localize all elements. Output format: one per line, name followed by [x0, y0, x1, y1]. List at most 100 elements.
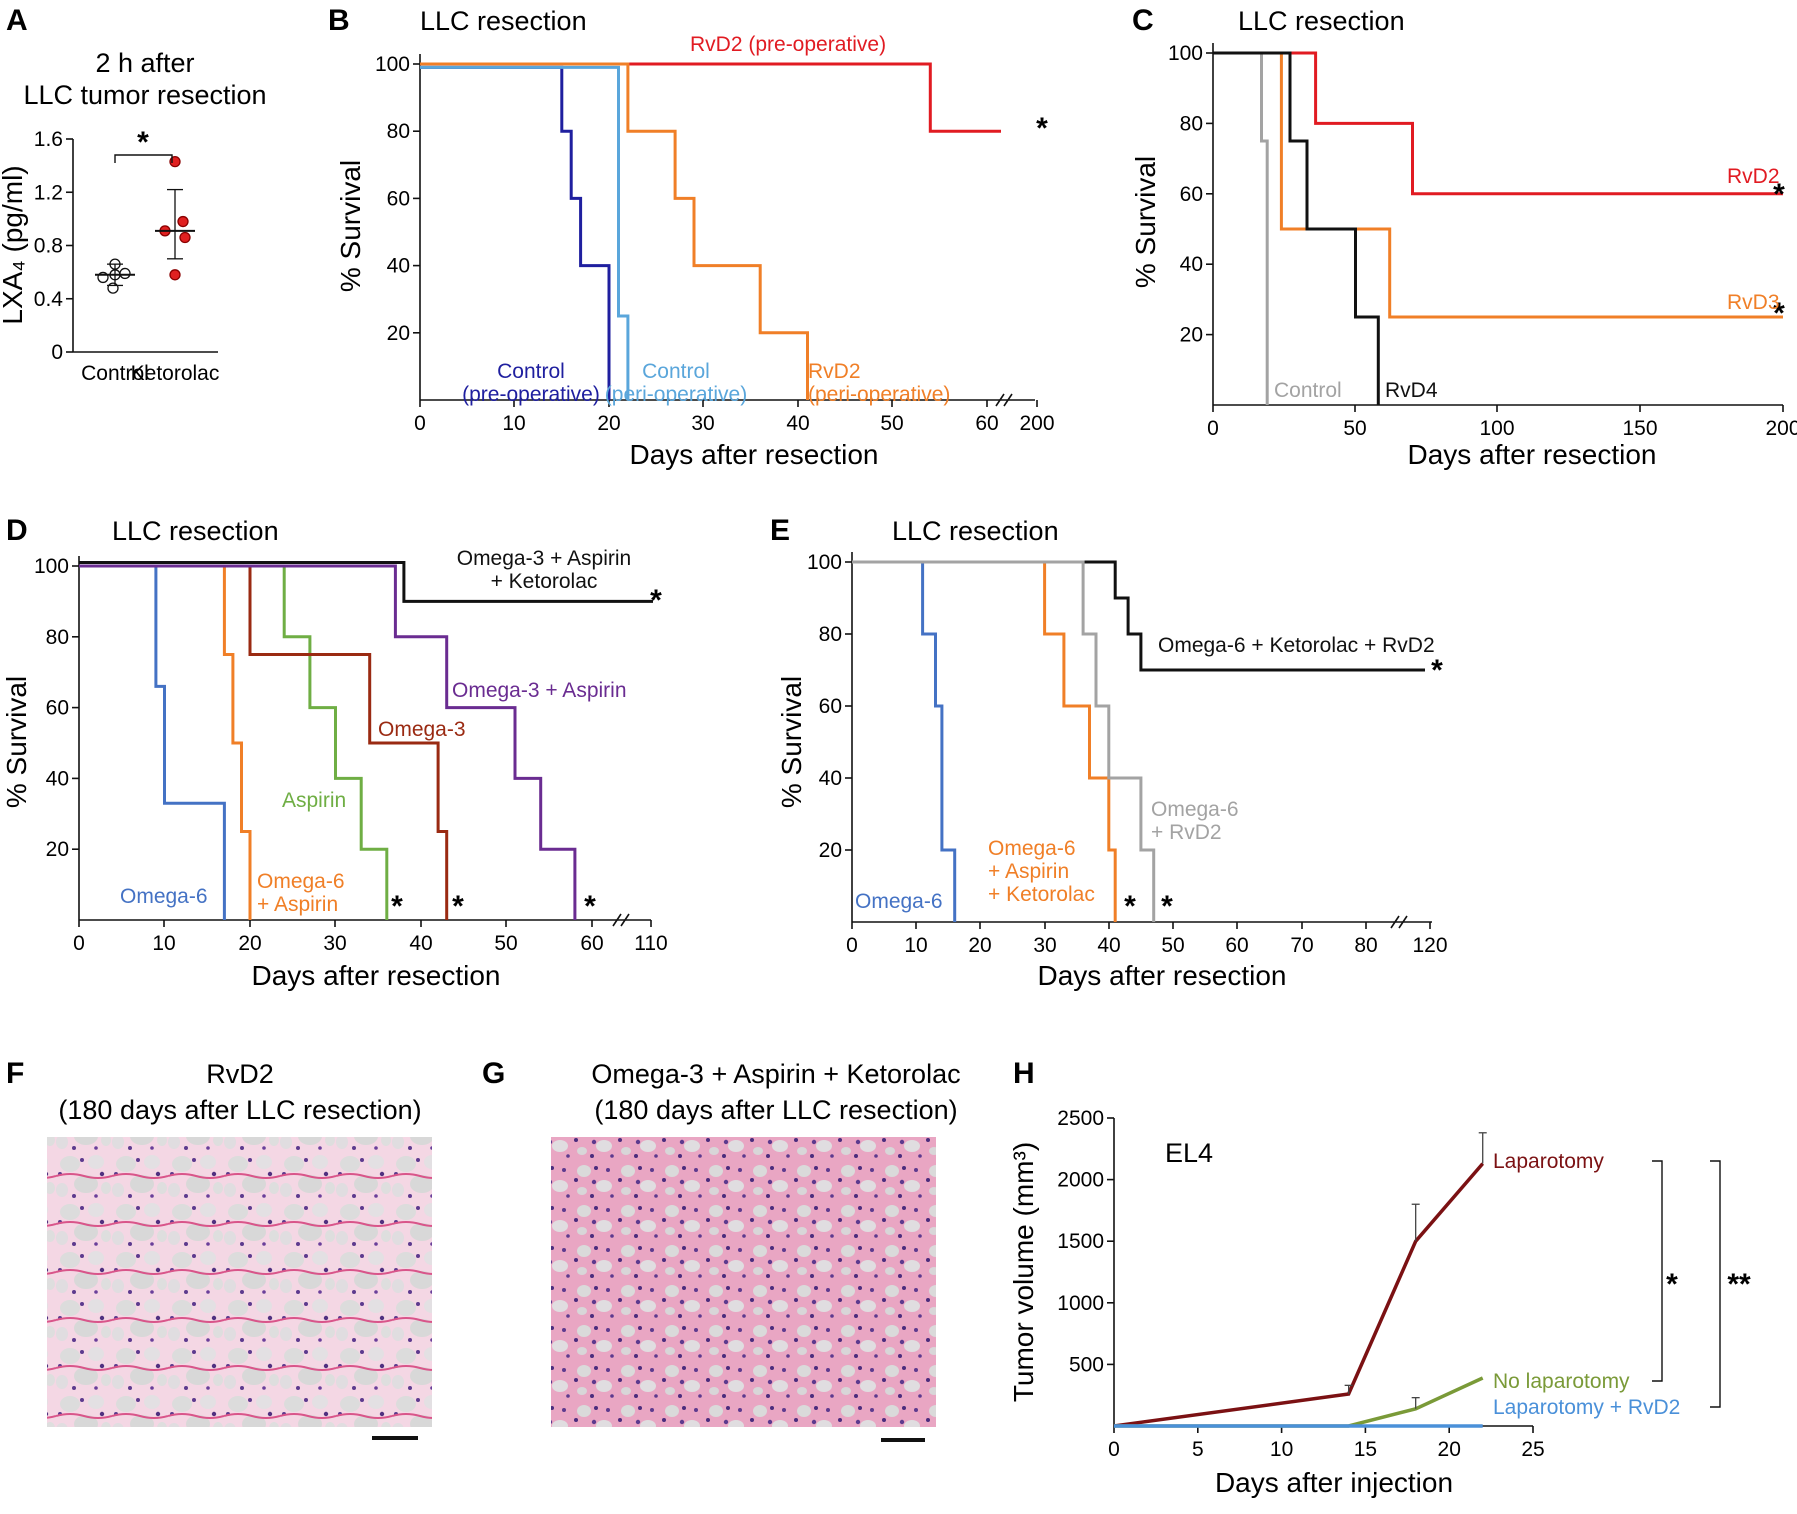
y-tick-label-H: 500: [1069, 1353, 1104, 1376]
x-category-label-A: Control: [81, 362, 149, 385]
x-tick-label-C: 200: [1765, 417, 1797, 440]
y-tick-label-A: 0.4: [34, 288, 64, 311]
series-label: Omega-3 + Aspirin: [457, 547, 632, 570]
y-tick-label-D: 100: [34, 555, 69, 578]
y-tick-label-B: 20: [387, 322, 410, 345]
series-label-H: No laparotomy: [1493, 1370, 1630, 1393]
series-label: Omega-3: [378, 718, 466, 741]
x-tick-label-E: 10: [904, 934, 927, 957]
x-tick-label-H: 10: [1270, 1438, 1293, 1461]
survival-curve-omega-6-ketorolac-rvd2: [852, 560, 1425, 672]
panel-label-D: D: [6, 514, 28, 547]
series-label: RvD4: [1385, 379, 1438, 402]
panel-title-E: LLC resection: [892, 516, 1059, 546]
x-tick-label-E: 120: [1412, 934, 1447, 957]
x-tick-label-E: 0: [846, 934, 858, 957]
x-category-label-A: Ketorolac: [131, 362, 220, 385]
x-tick-label-E: 40: [1097, 934, 1120, 957]
survival-curve-omega-6-rvd2: [852, 560, 1156, 922]
y-tick-label-C: 80: [1180, 112, 1203, 135]
histology-image-omega3-aspirin-ketorolac: [551, 1137, 936, 1427]
x-tick-label-H: 15: [1354, 1438, 1377, 1461]
series-label: + RvD2: [1151, 821, 1222, 844]
y-tick-label-E: 100: [807, 551, 842, 574]
data-point-ketorolac: [177, 215, 189, 228]
survival-curve-omega-6: [852, 560, 957, 922]
series-label: Omega-6: [988, 837, 1076, 860]
y-axis-label-D: % Survival: [1, 676, 32, 808]
y-tick-label-A: 1.2: [34, 181, 63, 204]
panel-title-D: LLC resection: [112, 516, 279, 546]
y-tick-label-A: 0: [51, 341, 63, 364]
data-point-control: [107, 282, 119, 294]
x-tick-label-C: 150: [1622, 417, 1657, 440]
panel-title-C: LLC resection: [1238, 6, 1405, 36]
x-tick-label-D: 40: [409, 932, 432, 955]
y-tick-label-B: 40: [387, 255, 410, 278]
y-axis-label-C: % Survival: [1130, 156, 1161, 288]
x-tick-label-B: 60: [975, 412, 998, 435]
y-tick-label-D: 40: [46, 767, 69, 790]
series-label: Control: [497, 360, 565, 383]
histology-title-G: (180 days after LLC resection): [594, 1095, 957, 1125]
series-label: Control: [1274, 379, 1342, 402]
y-axis-label-B: % Survival: [335, 160, 366, 292]
x-tick-label-B: 200: [1019, 412, 1054, 435]
significance-star: *: [650, 584, 662, 617]
series-label: Omega-6: [855, 890, 943, 913]
y-tick-label-E: 40: [819, 767, 842, 790]
significance-star: *: [1773, 297, 1785, 330]
survival-curve-rvd2-peri-operative-: [420, 62, 809, 400]
x-tick-label-E: 60: [1225, 934, 1248, 957]
x-tick-label-E: 30: [1033, 934, 1056, 957]
series-label: (peri-operative): [605, 383, 747, 406]
series-label-H: Laparotomy: [1493, 1150, 1604, 1173]
series-label: Omega-3 + Aspirin: [452, 679, 627, 702]
survival-curve-omega-6-aspirin-ketorolac: [852, 560, 1117, 922]
x-tick-label-H: 5: [1192, 1438, 1204, 1461]
significance-star: *: [1036, 112, 1048, 145]
series-label: Aspirin: [282, 789, 346, 812]
panel-label-H: H: [1013, 1057, 1035, 1090]
x-tick-label-C: 0: [1207, 417, 1219, 440]
y-tick-label-B: 100: [375, 53, 410, 76]
x-tick-label-E: 50: [1161, 934, 1184, 957]
x-tick-label-D: 20: [238, 932, 261, 955]
survival-curve-control-pre-operative-: [420, 65, 611, 400]
panel-label-F: F: [6, 1057, 24, 1090]
data-point-control: [119, 267, 131, 280]
significance-star: *: [391, 890, 403, 923]
series-label: Omega-6: [120, 885, 208, 908]
y-tick-label-E: 60: [819, 695, 842, 718]
series-label: RvD2 (pre-operative): [690, 33, 886, 56]
series-label: + Ketorolac: [491, 570, 598, 593]
histology-title-G: Omega-3 + Aspirin + Ketorolac: [591, 1059, 960, 1089]
x-axis-label-D: Days after resection: [252, 960, 501, 991]
survival-curve-control-peri-operative-: [420, 65, 630, 400]
y-tick-label-H: 2000: [1057, 1169, 1104, 1192]
series-label-H: Laparotomy + RvD2: [1493, 1396, 1680, 1419]
series-label: + Ketorolac: [988, 883, 1095, 906]
y-tick-label-B: 80: [387, 120, 410, 143]
histology-title-F: (180 days after LLC resection): [58, 1095, 421, 1125]
series-label: Omega-6 + Ketorolac + RvD2: [1158, 634, 1435, 657]
axis-break-mark: [612, 913, 630, 927]
y-tick-label-C: 60: [1180, 183, 1203, 206]
significance-star: **: [1727, 1268, 1751, 1301]
y-tick-label-C: 40: [1180, 253, 1203, 276]
x-tick-label-B: 40: [786, 412, 809, 435]
series-label: + Aspirin: [257, 893, 338, 916]
survival-curve-rvd2: [1213, 51, 1783, 196]
histology-image-rvd2: [47, 1137, 432, 1427]
y-tick-label-H: 1500: [1057, 1230, 1104, 1253]
y-tick-label-B: 60: [387, 187, 410, 210]
y-axis-label-A: LXA₄ (pg/ml): [0, 165, 28, 324]
panel-label-B: B: [328, 4, 350, 37]
y-tick-label-D: 60: [46, 697, 69, 720]
series-label: (pre-operative): [462, 383, 600, 406]
x-tick-label-H: 0: [1108, 1438, 1120, 1461]
significance-star: *: [137, 126, 149, 159]
series-label: RvD3: [1727, 291, 1780, 314]
x-tick-label-D: 0: [73, 932, 85, 955]
